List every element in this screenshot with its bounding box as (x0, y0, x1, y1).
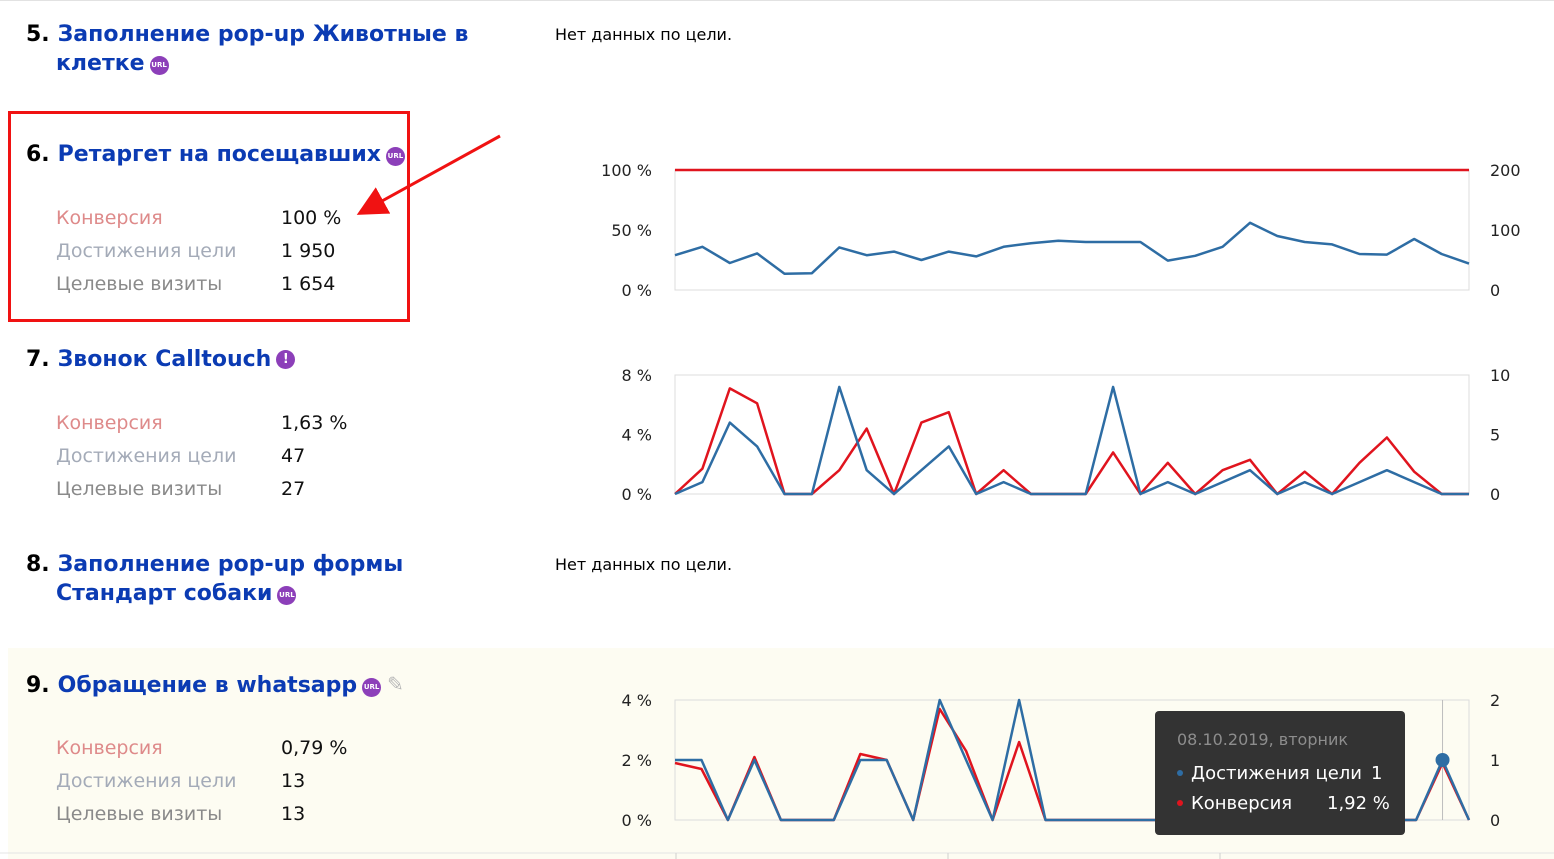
right-tick-label: 0 (1490, 485, 1500, 504)
right-tick-label: 0 (1490, 811, 1500, 830)
no-data-text: Нет данных по цели. (555, 25, 733, 44)
right-tick-label: 200 (1490, 161, 1521, 180)
tooltip-row-conversion: Конверсия 1,92 % (1177, 793, 1390, 814)
visits-value: 13 (281, 803, 306, 825)
chart-tooltip: 08.10.2019, вторник Достижения цели 1 Кон… (1155, 711, 1405, 835)
top-divider (0, 0, 1554, 1)
achievements-value: 13 (281, 770, 306, 792)
annotation-arrow (356, 134, 501, 215)
achievements-value: 1 950 (281, 240, 336, 262)
achievements-label: Достижения цели (56, 240, 237, 262)
goal-link[interactable]: Звонок Calltouch (57, 347, 272, 372)
visits-label: Целевые визиты (56, 803, 223, 825)
chart-frame (674, 374, 1470, 495)
left-tick-label: 0 % (622, 811, 652, 830)
tooltip-row-achievements: Достижения цели 1 (1177, 763, 1382, 784)
goal-9: 9. Обращение в whatsapp URL ✎ (26, 672, 404, 698)
achievements-value: 47 (281, 445, 306, 467)
right-tick-label: 100 (1490, 221, 1521, 240)
blue-dot-icon (1177, 770, 1183, 776)
goal-title: 5. Заполнение pop-up Животные в (26, 22, 469, 47)
conversion-series-line (674, 387, 1469, 496)
pencil-icon[interactable]: ✎ (387, 672, 404, 696)
goal-link[interactable]: Заполнение pop-up формы (57, 552, 404, 577)
goal-link[interactable]: Заполнение pop-up Животные в (57, 22, 469, 47)
url-badge-icon[interactable]: URL (362, 678, 382, 697)
left-tick-label: 8 % (622, 366, 652, 385)
right-tick-label: 5 (1490, 426, 1500, 445)
hover-point-marker (1435, 753, 1450, 767)
left-tick-label: 0 % (622, 281, 652, 300)
goal-5: 5. Заполнение pop-up Животные в клетке URL (26, 20, 496, 78)
goal-link-cont[interactable]: клетке (56, 51, 145, 76)
url-badge-icon[interactable]: URL (277, 586, 297, 605)
achievements-series-line (674, 385, 1469, 496)
right-tick-label: 10 (1490, 366, 1510, 385)
right-tick-label: 1 (1490, 751, 1500, 770)
visits-label: Целевые визиты (56, 478, 223, 500)
visits-value: 1 654 (281, 273, 336, 295)
achievements-label: Достижения цели (56, 770, 237, 792)
achievements-label: Достижения цели (56, 445, 237, 467)
conversion-value: 100 % (281, 207, 342, 229)
right-tick-label: 0 (1490, 281, 1500, 300)
conversion-label: Конверсия (56, 412, 163, 434)
goal-6: 6. Ретаргет на посещавших URL (26, 142, 405, 167)
no-data-text: Нет данных по цели. (555, 555, 733, 574)
left-tick-label: 0 % (622, 485, 652, 504)
left-tick-label: 4 % (622, 426, 652, 445)
goal-8: 8. Заполнение pop-up формы Стандарт собак… (26, 552, 404, 606)
left-tick-label: 50 % (611, 221, 652, 240)
goal-link-cont[interactable]: Стандарт собаки (56, 581, 273, 606)
tooltip-date: 08.10.2019, вторник (1177, 730, 1348, 749)
url-badge-icon[interactable]: URL (385, 147, 405, 166)
conversion-label: Конверсия (56, 207, 163, 229)
visits-label: Целевые визиты (56, 273, 223, 295)
right-tick-label: 2 (1490, 691, 1500, 710)
conversion-value: 0,79 % (281, 737, 348, 759)
left-tick-label: 2 % (622, 751, 652, 770)
achievements-series-line (674, 221, 1470, 276)
conversion-label: Конверсия (56, 737, 163, 759)
goal-link[interactable]: Обращение в whatsapp (57, 673, 358, 698)
goal-link[interactable]: Ретаргет на посещавших (57, 142, 381, 167)
left-tick-label: 4 % (622, 691, 652, 710)
conversion-value: 1,63 % (281, 412, 348, 434)
url-badge-icon[interactable]: URL (149, 56, 169, 75)
left-tick-label: 100 % (601, 161, 652, 180)
warning-badge-icon[interactable]: ! (276, 350, 296, 369)
highlight-box (8, 111, 410, 322)
chart-frame (674, 169, 1470, 291)
goal-7: 7. Звонок Calltouch! (26, 345, 496, 374)
visits-value: 27 (281, 478, 306, 500)
red-dot-icon (1177, 800, 1183, 806)
